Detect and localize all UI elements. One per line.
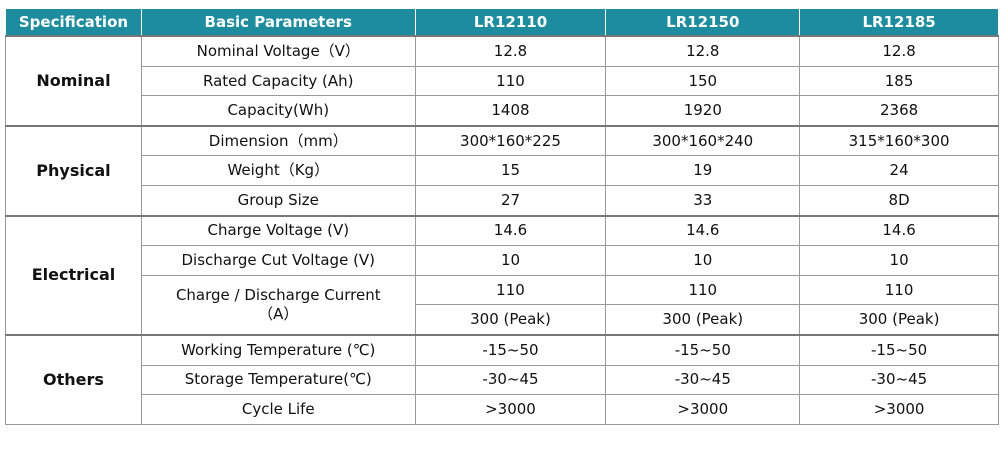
parameter: Rated Capacity (Ah) [140,65,416,97]
value-cell: 12.8 [414,35,607,67]
value-cell: 24 [799,155,999,186]
value-cell: 27 [414,184,607,217]
value-cell: 2368 [799,95,999,127]
row: 300 (Peak) 300 (Peak) 300 (Peak) [6,304,999,336]
header-cell: Basic Parameters [140,8,416,37]
row: Group Size 27 33 8D [6,184,999,217]
value-cell: 300*160*225 [414,125,607,157]
value-cell: 300 (Peak) [414,304,607,336]
value-cell: 150 [605,65,801,97]
value-cell: 14.6 [605,215,801,247]
value-cell: 300 (Peak) [605,304,801,336]
row: Weight（Kg） 15 19 24 [6,155,999,186]
value-cell: 185 [799,65,999,97]
spec-table: Specification Basic Parameters LR12110 LR12… [5,8,999,425]
value-cell: 10 [799,245,999,276]
row: Storage Temperature(℃) -30~45 -30~45 -30~45 [6,364,999,396]
row: Charge / Discharge Current （A） 110 110 110 [6,274,999,336]
row: Others Working Temperature (℃) -15~50 -15~5… [5,334,999,425]
value-cell: >3000 [799,394,999,425]
value-cell: 19 [605,155,801,186]
value-cell: 14.6 [799,215,999,247]
value-cell: >3000 [605,394,801,425]
group-name: Physical [5,125,142,217]
row: Electrical Charge Voltage (V) 14.6 14.6 14.6 [5,215,999,336]
value-cell: 15 [414,155,607,186]
parameter: Charge Voltage (V) [140,215,416,247]
value-cell: -30~45 [799,364,999,396]
parameter: Weight（Kg） [140,155,416,186]
group-name: Others [5,334,142,425]
row: Nominal Nominal Voltage（V） 12.8 12.8 12.8 [5,35,999,127]
group-name: Nominal [5,35,142,127]
value-cell: 10 [414,245,607,276]
header-cell: LR12150 [605,8,801,37]
value-cell: 8D [799,184,999,217]
value-cell: -15~50 [799,334,999,366]
value-cell: 10 [605,245,801,276]
value-cell: 300*160*240 [605,125,801,157]
value-cell: 315*160*300 [799,125,999,157]
value-cell: 12.8 [799,35,999,67]
row: Physical Dimension（mm） 300*160*225 300*160*… [5,125,999,217]
value-cell: -15~50 [605,334,801,366]
value-cell: 110 [414,274,607,306]
parameter: Storage Temperature(℃) [140,364,416,396]
value-cell: 110 [605,274,801,306]
value-cell: 110 [799,274,999,306]
value-cell: -30~45 [605,364,801,396]
header-cell: LR12185 [799,8,999,37]
value-cell: -15~50 [414,334,607,366]
value-cell: 1920 [605,95,801,127]
parameter: Nominal Voltage（V） [140,35,416,67]
header-cell: LR12110 [414,8,607,37]
row: Cycle Life >3000 >3000 >3000 [6,394,999,425]
parameter: Dimension（mm） [140,125,416,157]
row: Rated Capacity (Ah) 110 150 185 [6,65,999,97]
value-cell: 12.8 [605,35,801,67]
table-header: Specification Basic Parameters LR12110 LR12… [5,8,999,37]
row: Discharge Cut Voltage (V) 10 10 10 [6,245,999,276]
parameter: Capacity(Wh) [140,95,416,127]
value-cell: 300 (Peak) [799,304,999,336]
value-cell: 33 [605,184,801,217]
parameter: Group Size [140,184,416,217]
parameter: Discharge Cut Voltage (V) [140,245,416,276]
header-row: Specification Basic Parameters LR12110 LR12… [5,8,999,37]
value-cell: 1408 [414,95,607,127]
parameter: Working Temperature (℃) [140,334,416,366]
group: Nominal Nominal Voltage（V） 12.8 12.8 12.8 Rat… [5,35,999,127]
value-cell: 14.6 [414,215,607,247]
value-cell: -30~45 [414,364,607,396]
header-cell: Specification [5,8,142,37]
parameter: Cycle Life [140,394,416,425]
group-name: Electrical [5,215,142,336]
value-cell: >3000 [414,394,607,425]
group: Electrical Charge Voltage (V) 14.6 14.6 14.6… [5,215,999,336]
group: Physical Dimension（mm） 300*160*225 300*160*… [5,125,999,217]
row: Capacity(Wh) 1408 1920 2368 [6,95,999,127]
parameter: Charge / Discharge Current （A） [140,274,416,336]
value-cell: 110 [414,65,607,97]
group: Others Working Temperature (℃) -15~50 -15~5… [5,334,999,425]
